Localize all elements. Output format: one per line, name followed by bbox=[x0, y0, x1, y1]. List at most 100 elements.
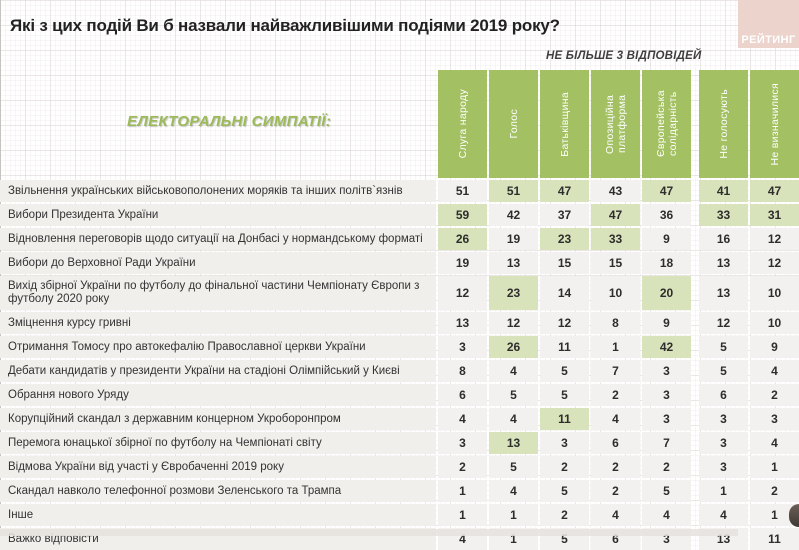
value-cell: 4 bbox=[489, 480, 538, 502]
value-cell: 6 bbox=[591, 432, 640, 454]
row-label: Вибори Президента України bbox=[0, 204, 436, 226]
row-label: Дебати кандидатів у президенти України н… bbox=[0, 360, 436, 382]
value-cell: 8 bbox=[438, 360, 487, 382]
value-cell: 16 bbox=[699, 228, 748, 250]
value-cell: 51 bbox=[438, 180, 487, 202]
value-cell: 4 bbox=[489, 360, 538, 382]
row-label: Скандал навколо телефонної розмови Зелен… bbox=[0, 480, 436, 502]
column-group-gap bbox=[693, 204, 697, 226]
value-cell: 11 bbox=[750, 528, 799, 550]
value-cell: 3 bbox=[438, 336, 487, 358]
value-cell: 1 bbox=[438, 504, 487, 526]
value-cell: 2 bbox=[591, 384, 640, 406]
column-group-gap bbox=[693, 456, 697, 478]
column-group-gap bbox=[693, 252, 697, 274]
value-cell: 2 bbox=[591, 480, 640, 502]
value-cell: 2 bbox=[642, 456, 691, 478]
value-cell: 10 bbox=[750, 312, 799, 334]
value-cell: 4 bbox=[489, 408, 538, 430]
table-bottom-shadow bbox=[0, 529, 738, 536]
value-cell: 43 bbox=[591, 180, 640, 202]
column-group-gap bbox=[693, 384, 697, 406]
value-cell: 12 bbox=[750, 252, 799, 274]
partial-logo-circle-icon bbox=[789, 504, 799, 527]
column-header-label: Європейська солідарність bbox=[654, 90, 679, 158]
value-cell: 13 bbox=[699, 276, 748, 310]
value-cell: 19 bbox=[489, 228, 538, 250]
value-cell: 12 bbox=[699, 312, 748, 334]
value-cell: 3 bbox=[699, 456, 748, 478]
value-cell: 1 bbox=[438, 480, 487, 502]
column-header-label: Слуга народу bbox=[456, 89, 469, 159]
row-label: Отримання Томосу про автокефалію Правосл… bbox=[0, 336, 436, 358]
value-cell: 12 bbox=[540, 312, 589, 334]
row-label: Корупційний скандал з державним концерно… bbox=[0, 408, 436, 430]
value-cell: 6 bbox=[438, 384, 487, 406]
column-group-gap bbox=[693, 360, 697, 382]
row-label: Обрання нового Уряду bbox=[0, 384, 436, 406]
value-cell: 26 bbox=[489, 336, 538, 358]
value-cell: 37 bbox=[540, 204, 589, 226]
value-cell: 9 bbox=[642, 228, 691, 250]
column-group-gap bbox=[693, 504, 697, 526]
column-header: Слуга народу bbox=[438, 70, 487, 178]
value-cell: 14 bbox=[540, 276, 589, 310]
value-cell: 11 bbox=[540, 408, 589, 430]
column-group-gap bbox=[693, 180, 697, 202]
value-cell: 47 bbox=[750, 180, 799, 202]
row-label: Відновлення переговорів щодо ситуації на… bbox=[0, 228, 436, 250]
column-group-gap bbox=[693, 276, 697, 310]
column-header-label: Опозиційна платформа bbox=[603, 94, 628, 154]
value-cell: 3 bbox=[699, 408, 748, 430]
value-cell: 3 bbox=[438, 432, 487, 454]
row-label: Перемога юнацької збірної по футболу на … bbox=[0, 432, 436, 454]
value-cell: 47 bbox=[642, 180, 691, 202]
column-header-label: Не голосують bbox=[717, 89, 730, 159]
value-cell: 12 bbox=[438, 276, 487, 310]
row-label: Звільнення українських військовополонени… bbox=[0, 180, 436, 202]
value-cell: 42 bbox=[642, 336, 691, 358]
value-cell: 31 bbox=[750, 204, 799, 226]
value-cell: 9 bbox=[750, 336, 799, 358]
value-cell: 10 bbox=[591, 276, 640, 310]
row-label: Вихід збірної України по футболу до фіна… bbox=[0, 276, 436, 310]
value-cell: 23 bbox=[540, 228, 589, 250]
value-cell: 5 bbox=[489, 456, 538, 478]
value-cell: 47 bbox=[591, 204, 640, 226]
column-header: Батьківщина bbox=[540, 70, 589, 178]
value-cell: 3 bbox=[642, 408, 691, 430]
value-cell: 2 bbox=[750, 384, 799, 406]
value-cell: 3 bbox=[642, 360, 691, 382]
value-cell: 6 bbox=[699, 384, 748, 406]
value-cell: 10 bbox=[750, 276, 799, 310]
value-cell: 18 bbox=[642, 252, 691, 274]
results-table: Слуга народу Голос Батьківщина Опозиційна п… bbox=[0, 70, 799, 550]
column-header: Опозиційна платформа bbox=[591, 70, 640, 178]
value-cell: 4 bbox=[750, 432, 799, 454]
value-cell: 23 bbox=[489, 276, 538, 310]
value-cell: 7 bbox=[642, 432, 691, 454]
column-header: Не голосують bbox=[699, 70, 748, 178]
row-label: Інше bbox=[0, 504, 436, 526]
value-cell: 4 bbox=[438, 408, 487, 430]
column-group-gap bbox=[693, 432, 697, 454]
value-cell: 36 bbox=[642, 204, 691, 226]
header-label-spacer bbox=[0, 70, 436, 178]
value-cell: 4 bbox=[699, 504, 748, 526]
value-cell: 13 bbox=[699, 252, 748, 274]
column-header-label: Батьківщина bbox=[558, 91, 571, 157]
value-cell: 1 bbox=[750, 456, 799, 478]
value-cell: 33 bbox=[699, 204, 748, 226]
value-cell: 5 bbox=[699, 360, 748, 382]
value-cell: 1 bbox=[699, 480, 748, 502]
value-cell: 26 bbox=[438, 228, 487, 250]
value-cell: 51 bbox=[489, 180, 538, 202]
value-cell: 15 bbox=[591, 252, 640, 274]
value-cell: 7 bbox=[591, 360, 640, 382]
column-group-gap bbox=[693, 70, 697, 178]
column-group-gap bbox=[693, 480, 697, 502]
column-group-gap bbox=[693, 336, 697, 358]
row-label: Відмова України від участі у Євробаченні… bbox=[0, 456, 436, 478]
value-cell: 2 bbox=[540, 504, 589, 526]
value-cell: 4 bbox=[750, 360, 799, 382]
